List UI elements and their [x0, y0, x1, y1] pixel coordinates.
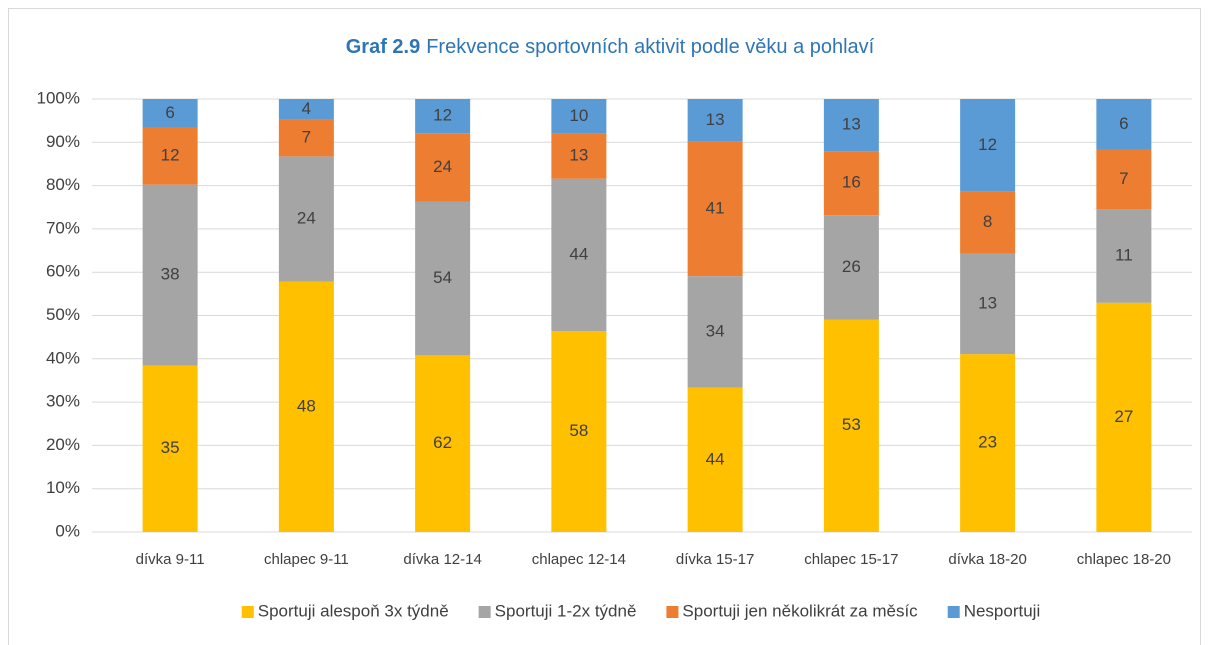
- data-label: 48: [297, 396, 316, 415]
- legend-swatch: [478, 606, 491, 618]
- chart-title: Graf 2.9 Frekvence sportovních aktivit po…: [346, 36, 875, 58]
- bar-segment: [142, 365, 198, 532]
- bar-segment: [278, 281, 334, 532]
- title-text: Frekvence sportovních aktivit podle věku…: [426, 36, 874, 58]
- legend-label: Nesportuji: [964, 601, 1041, 620]
- y-tick-label: 80%: [46, 175, 80, 194]
- bar-segment: [551, 99, 607, 134]
- legend-label: Sportuji 1-2x týdně: [495, 601, 637, 620]
- y-tick-label: 30%: [46, 392, 80, 411]
- data-label: 13: [978, 293, 997, 312]
- bar-segment: [142, 127, 198, 185]
- bar-segment: [823, 99, 879, 152]
- x-tick-label: chlapec 12-14: [532, 551, 626, 568]
- data-label: 34: [706, 321, 725, 340]
- y-tick-label: 70%: [46, 218, 80, 237]
- legend-label: Sportuji alespoň 3x týdně: [258, 601, 449, 620]
- data-label: 6: [1119, 114, 1128, 133]
- data-label: 24: [433, 157, 452, 176]
- bar-segment: [687, 99, 743, 142]
- y-tick-label: 60%: [46, 262, 80, 281]
- legend-swatch: [947, 606, 960, 618]
- data-label: 54: [433, 268, 452, 287]
- data-label: 11: [1115, 246, 1133, 265]
- legend-swatch: [241, 606, 254, 618]
- legend-label: Sportuji jen několikrát za měsíc: [682, 601, 918, 620]
- data-label: 58: [569, 421, 588, 440]
- bar-segment: [960, 191, 1016, 254]
- x-tick-label: dívka 15-17: [676, 551, 754, 568]
- data-label: 35: [161, 438, 180, 457]
- data-label: 41: [706, 198, 725, 217]
- data-label: 4: [302, 99, 311, 118]
- data-label: 13: [569, 146, 588, 165]
- chart-frame: [8, 8, 1201, 645]
- bar-segment: [1096, 209, 1152, 303]
- y-tick-label: 20%: [46, 435, 80, 454]
- bar-segment: [278, 156, 334, 282]
- title-label: Graf 2.9: [346, 36, 420, 58]
- bar-segment: [278, 119, 334, 157]
- bar-segment: [687, 276, 743, 388]
- y-tick-label: 10%: [46, 478, 80, 497]
- bar-segment: [823, 319, 879, 532]
- y-tick-label: 40%: [46, 348, 80, 367]
- data-label: 44: [706, 449, 725, 468]
- bar-segment: [1096, 99, 1152, 150]
- data-label: 27: [1114, 407, 1133, 426]
- bar-segment: [823, 215, 879, 320]
- data-label: 23: [978, 433, 997, 452]
- bar-segment: [551, 133, 607, 179]
- x-tick-label: dívka 12-14: [403, 551, 481, 568]
- x-tick-label: dívka 18-20: [948, 551, 1026, 568]
- bar-segment: [415, 201, 471, 356]
- data-label: 44: [569, 244, 588, 263]
- bar-segment: [415, 99, 471, 134]
- data-label: 62: [433, 433, 452, 452]
- y-tick-label: 100%: [37, 88, 80, 107]
- y-tick-label: 0%: [55, 521, 80, 540]
- data-label: 7: [302, 128, 311, 147]
- bar-segment: [960, 354, 1016, 532]
- bar-segment: [823, 151, 879, 216]
- bar-segment: [960, 99, 1016, 192]
- bar-segment: [142, 99, 198, 128]
- bar-segment: [551, 178, 607, 332]
- x-tick-label: chlapec 18-20: [1077, 551, 1171, 568]
- data-label: 8: [983, 212, 992, 231]
- bar-segment: [551, 331, 607, 532]
- bar-segment: [415, 133, 471, 202]
- legend-swatch: [666, 606, 679, 618]
- data-label: 6: [165, 103, 174, 122]
- bar-segment: [1096, 149, 1152, 210]
- bar-segment: [687, 141, 743, 277]
- data-label: 24: [297, 208, 316, 227]
- data-label: 26: [842, 257, 861, 276]
- data-label: 53: [842, 415, 861, 434]
- data-label: 12: [161, 146, 180, 165]
- data-label: 12: [978, 135, 997, 154]
- x-tick-label: chlapec 15-17: [804, 551, 898, 568]
- x-tick-label: chlapec 9-11: [264, 551, 349, 568]
- bar-segment: [278, 99, 334, 120]
- data-label: 10: [569, 106, 588, 125]
- y-tick-label: 90%: [46, 132, 80, 151]
- data-label: 12: [433, 106, 452, 125]
- data-label: 13: [842, 115, 861, 134]
- y-tick-label: 50%: [46, 305, 80, 324]
- data-label: 16: [842, 173, 861, 192]
- x-tick-label: dívka 9-11: [136, 551, 205, 568]
- bar-segment: [960, 253, 1016, 355]
- bar-segment: [1096, 302, 1152, 532]
- bar-segment: [415, 355, 471, 532]
- bar-segment: [142, 184, 198, 366]
- data-label: 7: [1119, 169, 1128, 188]
- data-label: 38: [161, 265, 180, 284]
- bar-segment: [687, 387, 743, 532]
- data-label: 13: [706, 110, 725, 129]
